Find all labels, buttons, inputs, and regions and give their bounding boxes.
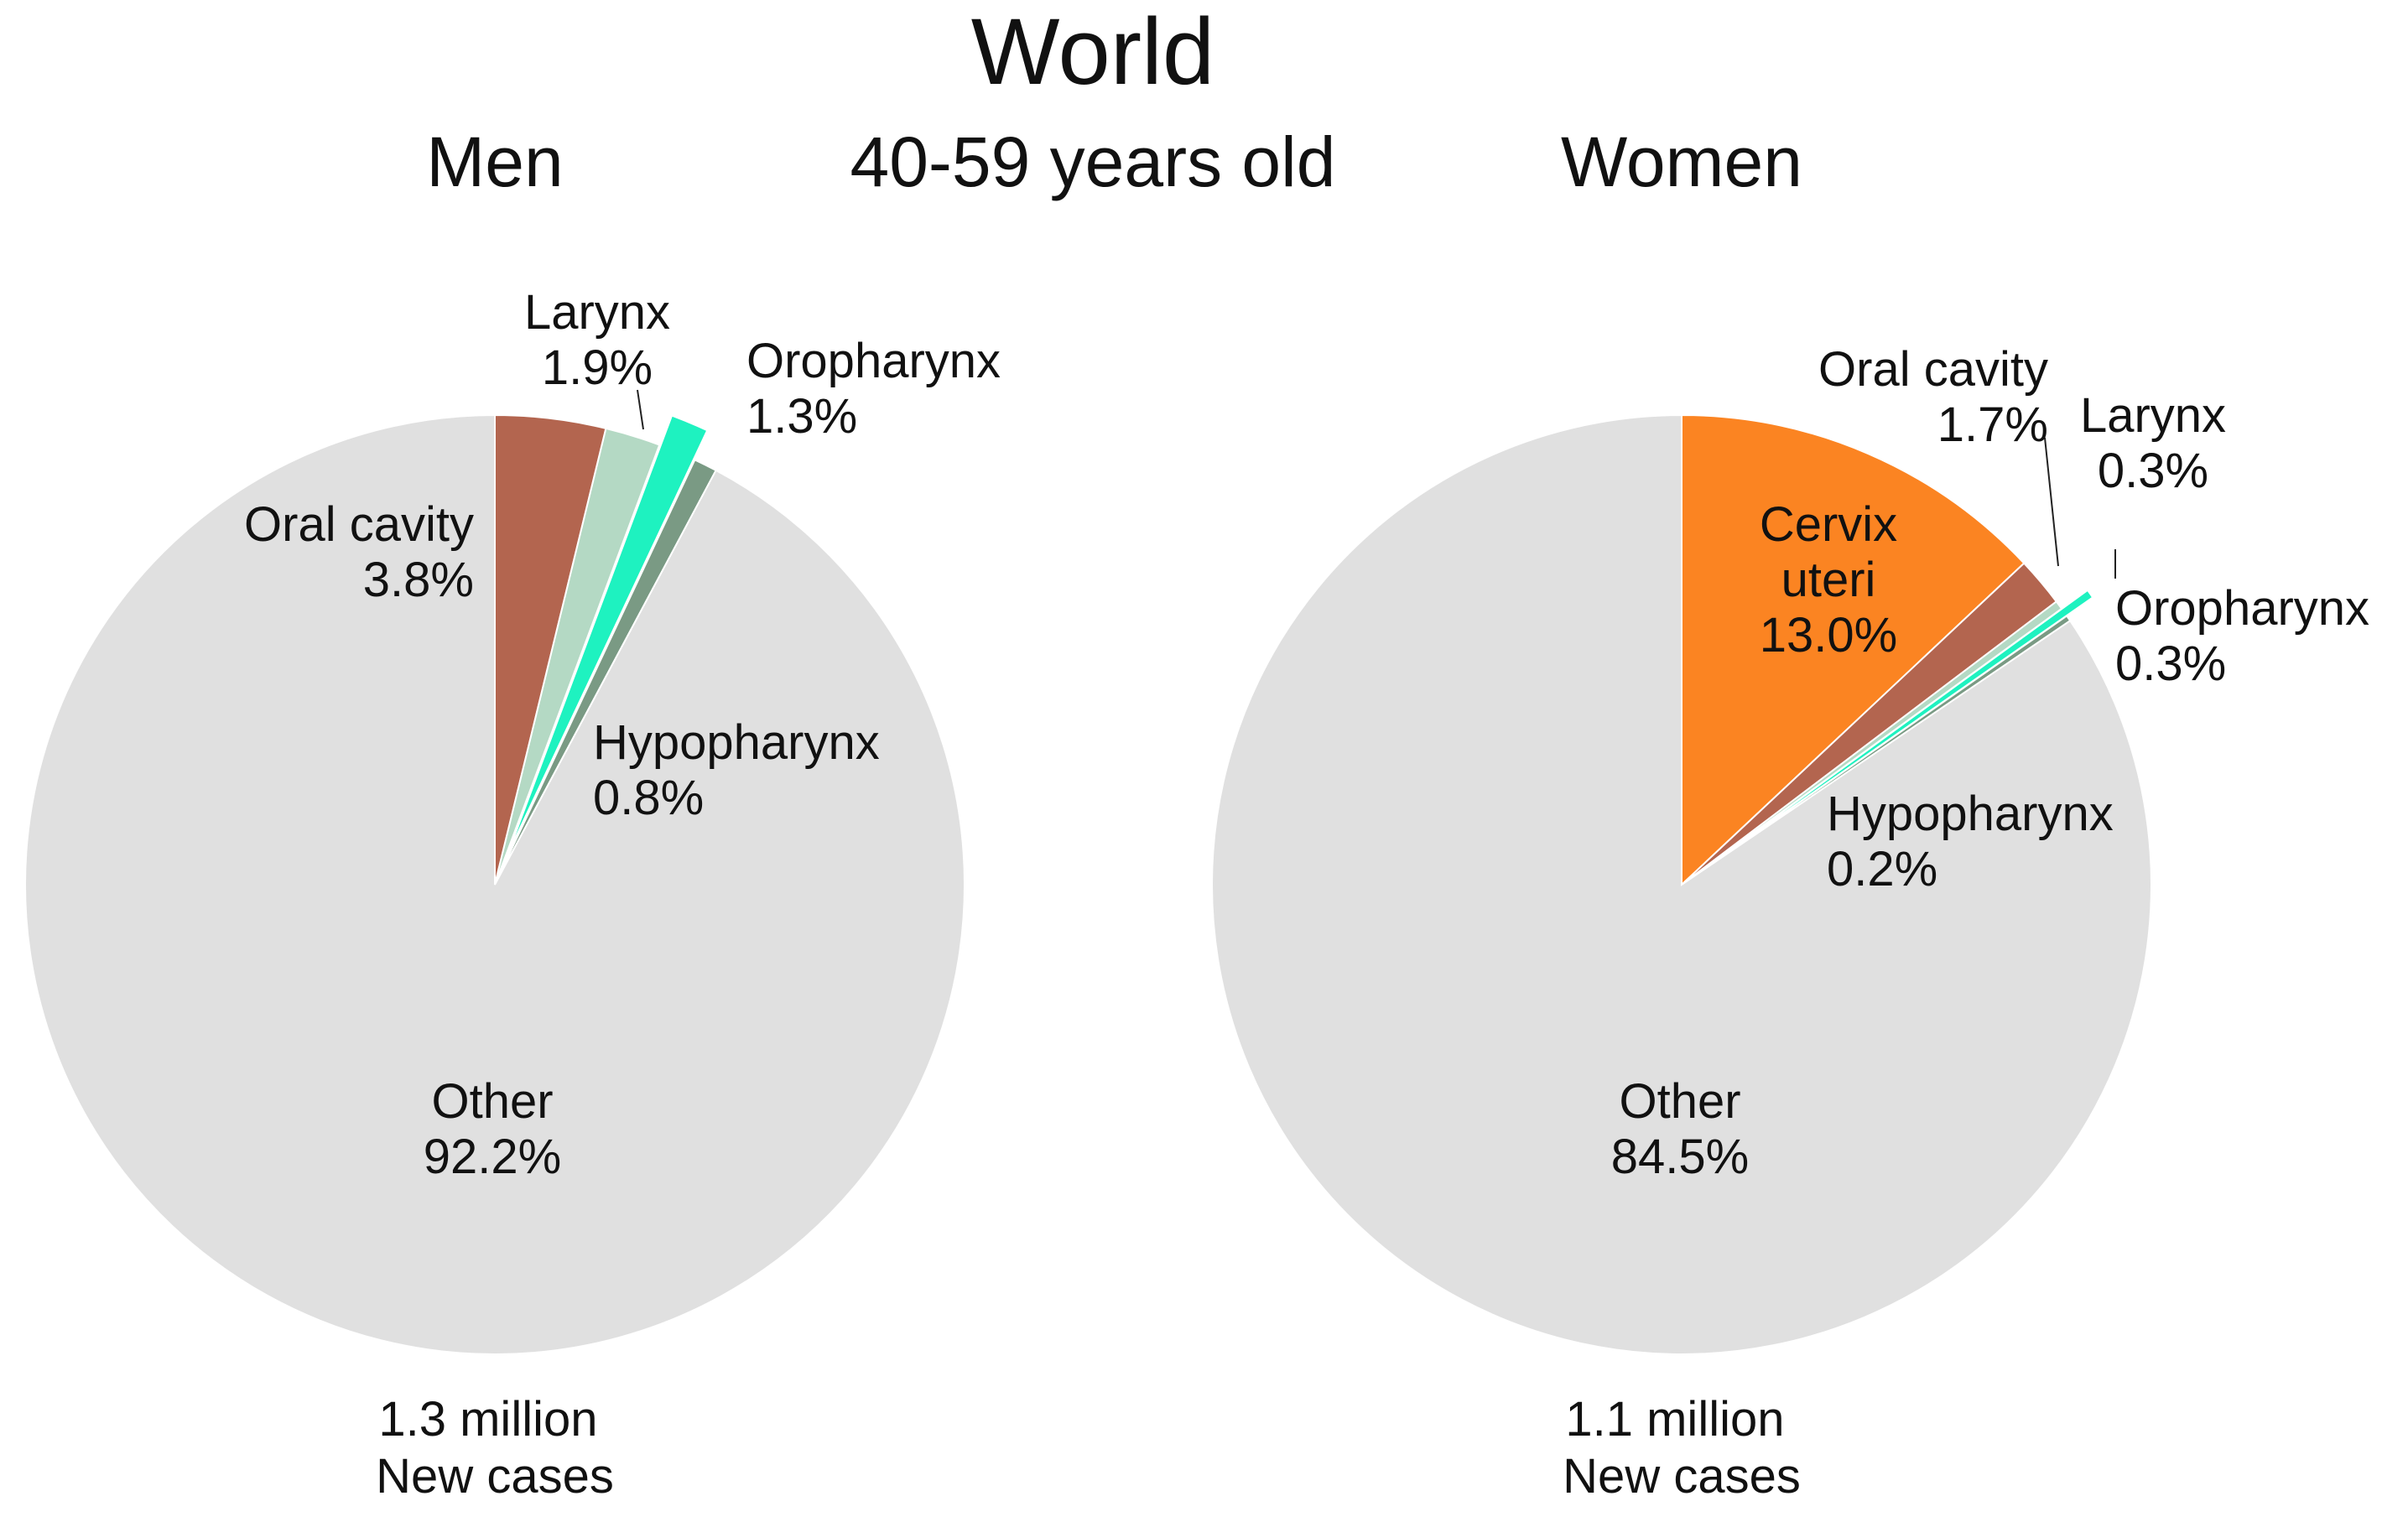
slice-label-oropharynx: Oropharynx 0.3%	[2115, 581, 2369, 691]
slice-label-oral-cavity: Oral cavity 1.7%	[1818, 342, 2048, 452]
leader-line-oral-cavity	[2044, 437, 2059, 567]
pie-men-total: 1.3 million New cases	[376, 1392, 614, 1504]
pie-men-leader-lines	[637, 389, 644, 430]
pie-men-title: Men	[426, 122, 563, 201]
slice-label-hypopharynx: Hypopharynx 0.8%	[593, 715, 880, 825]
pie-women-slices	[1211, 413, 2153, 1355]
pie-women-total: 1.1 million New cases	[1563, 1392, 1801, 1504]
pie-slice-cervix-uteri	[1681, 413, 2026, 887]
figure-title: World	[971, 0, 1214, 104]
slice-label-other: Other 92.2%	[424, 1074, 561, 1184]
pie-men-slices	[24, 413, 965, 1355]
figure-subtitle: 40-59 years old	[850, 122, 1335, 201]
slice-label-other: Other 84.5%	[1611, 1074, 1749, 1184]
pie-women: Women Cervix uteri 13.0% Oral cavity 1.7% Lar…	[1211, 122, 2369, 1504]
slice-label-oropharynx: Oropharynx 1.3%	[746, 334, 1001, 444]
slice-label-larynx: Larynx 0.3%	[2080, 388, 2226, 498]
pie-women-title: Women	[1561, 122, 1802, 201]
pie-slice-oropharynx	[506, 414, 709, 856]
slice-label-oral-cavity: Oral cavity 3.8%	[244, 497, 474, 607]
leader-line-larynx	[637, 389, 644, 430]
slice-label-hypopharynx: Hypopharynx 0.2%	[1827, 787, 2114, 896]
pie-women-leader-lines	[2044, 437, 2116, 579]
pie-men-labels: Oral cavity 3.8% Larynx 1.9% Oropharynx 1.3% H…	[244, 285, 1001, 1184]
pie-slice-other	[1211, 413, 2153, 1355]
pie-women-labels: Cervix uteri 13.0% Oral cavity 1.7% Larynx 0.3…	[1611, 342, 2369, 1184]
slice-label-larynx: Larynx 1.9%	[524, 285, 670, 395]
pie-slice-oropharynx	[1707, 589, 2094, 867]
pie-men: Men Oral cavity 3.8% Larynx 1.9% Oropharynx 1…	[24, 122, 1001, 1504]
slice-label-cervix-uteri: Cervix uteri 13.0%	[1760, 497, 1897, 662]
pie-slice-larynx	[494, 427, 661, 886]
pie-slice-other	[24, 413, 965, 1355]
